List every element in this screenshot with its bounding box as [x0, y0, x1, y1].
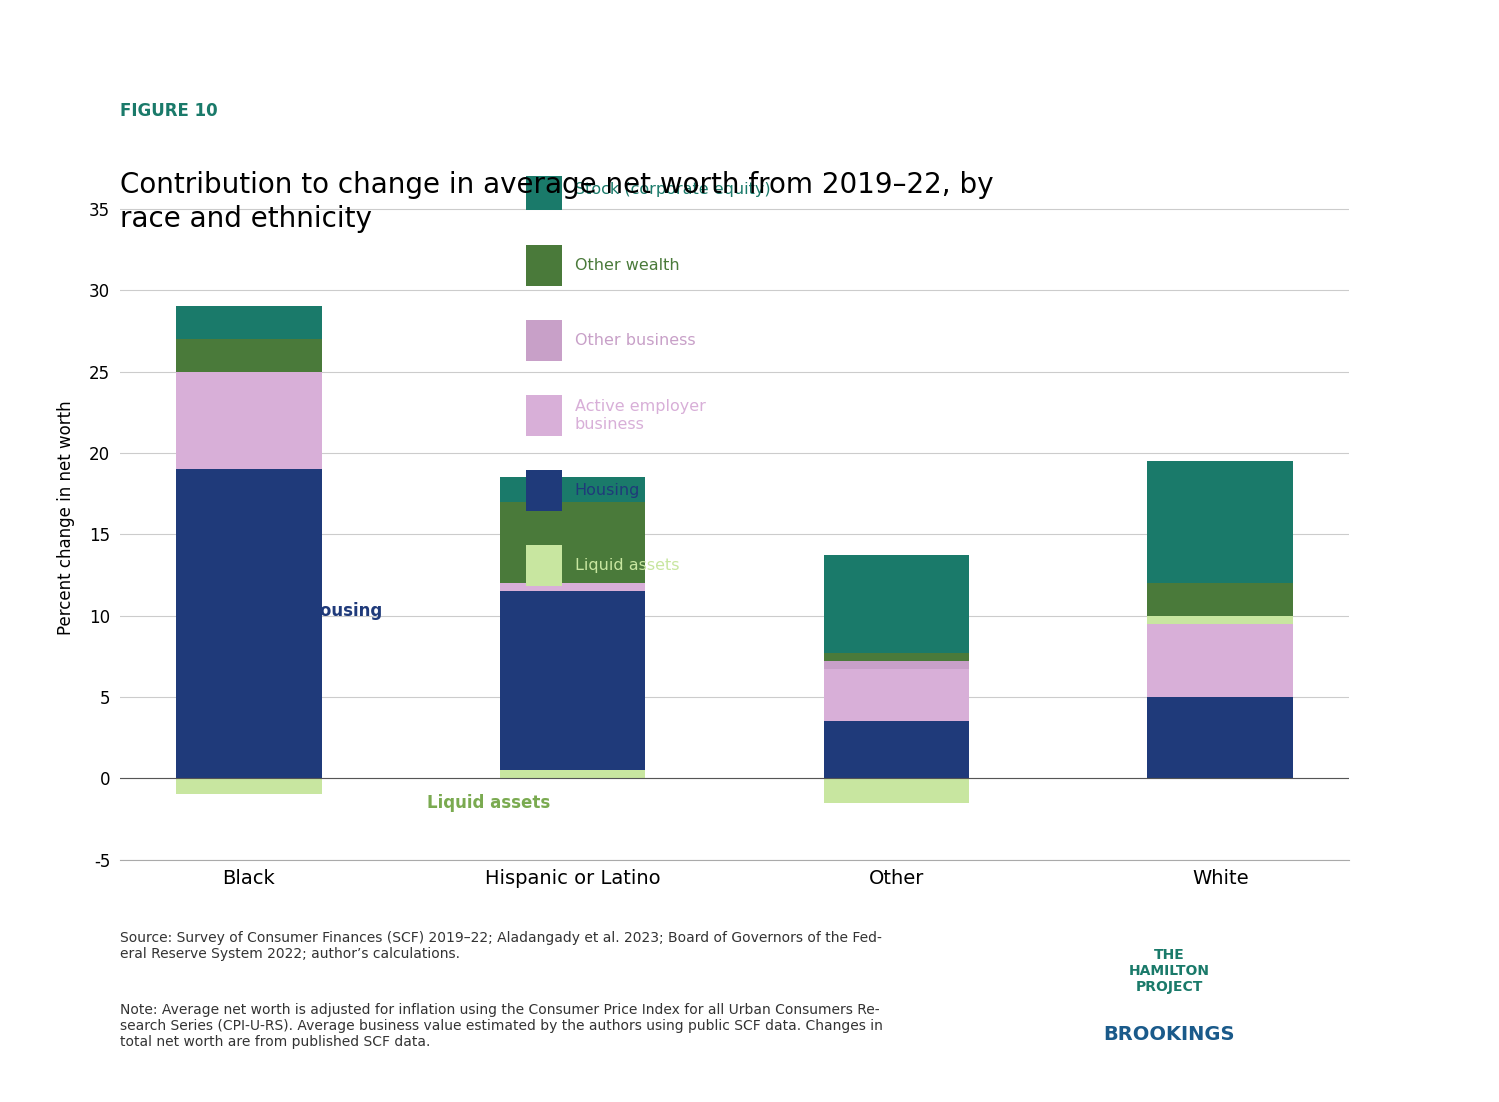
Bar [1147, 461, 1294, 583]
Bar [175, 371, 322, 469]
FancyBboxPatch shape [526, 245, 562, 285]
Bar [823, 669, 970, 722]
Text: Housing: Housing [307, 602, 384, 619]
Text: Stock (corporate equity): Stock (corporate equity) [574, 183, 770, 197]
Bar [1147, 624, 1294, 696]
Bar [823, 722, 970, 778]
FancyBboxPatch shape [526, 320, 562, 360]
Bar [499, 591, 646, 778]
Bar [499, 501, 646, 583]
Text: Contribution to change in average net worth from 2019–22, by
race and ethnicity: Contribution to change in average net wo… [120, 171, 994, 234]
Text: Liquid assets: Liquid assets [427, 793, 550, 811]
Bar [1147, 583, 1294, 624]
Text: Liquid assets: Liquid assets [574, 559, 679, 573]
FancyBboxPatch shape [526, 170, 562, 210]
Bar [175, 469, 322, 778]
Bar [499, 583, 646, 591]
FancyBboxPatch shape [526, 545, 562, 586]
Bar [499, 477, 646, 501]
FancyBboxPatch shape [526, 395, 562, 436]
Bar [175, 778, 322, 795]
Bar [823, 653, 970, 661]
Text: Source: Survey of Consumer Finances (SCF) 2019–22; Aladangady et al. 2023; Board: Source: Survey of Consumer Finances (SCF… [120, 931, 881, 961]
Bar [1147, 696, 1294, 778]
Y-axis label: Percent change in net worth: Percent change in net worth [57, 401, 75, 635]
Text: Housing: Housing [574, 483, 640, 498]
Text: Active employer
business: Active employer business [574, 399, 706, 432]
Bar [499, 770, 646, 778]
Text: FIGURE 10: FIGURE 10 [120, 101, 217, 120]
Bar [175, 306, 322, 339]
Text: Other business: Other business [574, 333, 696, 348]
Text: THE
HAMILTON
PROJECT: THE HAMILTON PROJECT [1129, 948, 1210, 994]
Bar [823, 661, 970, 669]
Bar [823, 555, 970, 653]
Bar [175, 339, 322, 371]
Text: Other wealth: Other wealth [574, 258, 679, 272]
Bar [1147, 616, 1294, 624]
Text: BROOKINGS: BROOKINGS [1103, 1025, 1235, 1044]
Text: Note: Average net worth is adjusted for inflation using the Consumer Price Index: Note: Average net worth is adjusted for … [120, 1003, 883, 1049]
FancyBboxPatch shape [526, 471, 562, 511]
Bar [823, 778, 970, 802]
